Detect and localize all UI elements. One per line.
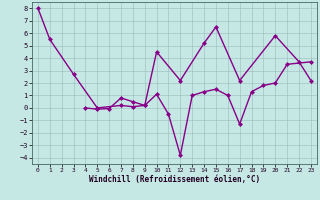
X-axis label: Windchill (Refroidissement éolien,°C): Windchill (Refroidissement éolien,°C) [89, 175, 260, 184]
